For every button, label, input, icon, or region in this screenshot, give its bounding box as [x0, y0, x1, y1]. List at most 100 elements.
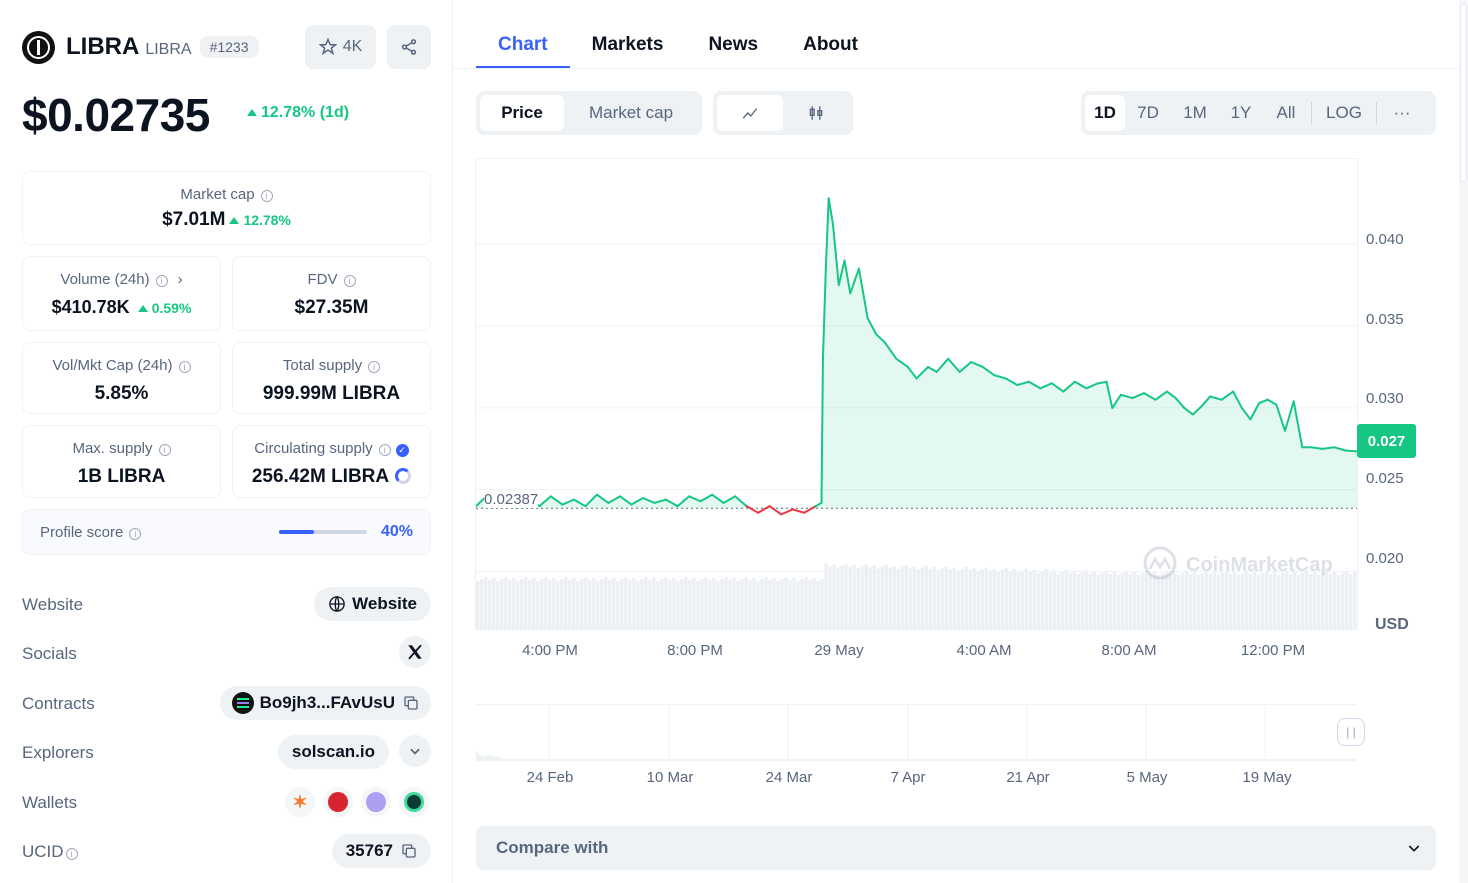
price-line-segment [814, 501, 823, 508]
range-all-button[interactable]: All [1276, 103, 1296, 122]
navigator-tick-label: 21 Apr [1006, 769, 1050, 786]
price-chart-area[interactable]: CoinMarketCap 0.02387 [475, 158, 1358, 630]
tab-markets[interactable]: Markets [591, 34, 664, 55]
rank-badge: #1233 [199, 36, 259, 58]
volume-bar [688, 580, 692, 629]
explorers-row: Explorers solscan.io [22, 735, 431, 769]
total-supply-label: Total supply [282, 357, 363, 374]
volume-bar [884, 564, 888, 629]
current-price-tag: 0.027 [1357, 424, 1416, 458]
more-options-button[interactable]: ··· [1393, 103, 1411, 122]
copy-icon[interactable] [401, 843, 417, 859]
volume-bar [1272, 572, 1277, 629]
explorers-dropdown-button[interactable] [399, 735, 431, 767]
circulating-supply-card: Circulating supply i ✓ 256.42M LIBRA [232, 425, 431, 498]
wallets-label: Wallets [22, 793, 78, 812]
info-icon[interactable]: i [65, 848, 78, 860]
market-cap-value: $7.01M [162, 209, 226, 230]
volume-bar [768, 580, 772, 629]
info-icon[interactable]: i [260, 190, 273, 202]
volume-bar [1336, 575, 1341, 629]
candle-chart-button[interactable] [783, 95, 849, 131]
price-toggle-button[interactable]: Price [480, 95, 564, 131]
price-line-segment [1073, 380, 1088, 390]
volume-bar [476, 581, 480, 629]
verified-icon: ✓ [395, 444, 409, 457]
volume-card[interactable]: Volume (24h) i › $410.78K 0.59% [22, 256, 221, 331]
page-scrollbar[interactable] [1459, 0, 1468, 883]
range-1m-button[interactable]: 1M [1183, 103, 1207, 122]
market-cap-toggle-button[interactable]: Market cap [588, 103, 674, 122]
range-divider [1311, 102, 1312, 124]
volume-bar [1256, 575, 1261, 629]
range-7d-button[interactable]: 7D [1137, 103, 1159, 122]
info-icon[interactable]: i [378, 444, 391, 456]
volume-bar [856, 567, 860, 629]
wallet-teal-icon[interactable] [399, 787, 429, 817]
profile-score[interactable]: Profile score i 40% [22, 509, 431, 555]
line-chart-button[interactable] [717, 95, 783, 131]
price-line-segment [1232, 390, 1243, 409]
website-button[interactable]: Website [314, 587, 431, 621]
contract-button[interactable]: Bo9jh3...FAvUsU [219, 686, 431, 720]
share-button[interactable] [387, 25, 431, 69]
volume-bar [976, 571, 980, 629]
volume-bar [636, 581, 640, 629]
navigator-chart [476, 705, 1356, 761]
navigator-handle[interactable]: | | [1337, 718, 1365, 746]
tab-about[interactable]: About [803, 34, 858, 55]
range-navigator[interactable] [476, 704, 1357, 761]
price-line-segment [1154, 390, 1168, 401]
volume-bar [1288, 574, 1293, 629]
volume-bar [860, 566, 864, 629]
volume-bar [1332, 572, 1337, 629]
x-logo-icon [408, 644, 422, 660]
solana-icon [231, 692, 254, 714]
volume-bar [952, 567, 956, 629]
watermark: CoinMarketCap [1143, 546, 1333, 580]
volume-bar [820, 579, 824, 629]
info-icon[interactable]: i [129, 528, 142, 540]
compare-with-dropdown[interactable]: Compare with [476, 826, 1436, 870]
volume-label: Volume (24h) [60, 271, 150, 288]
info-icon[interactable]: i [343, 275, 356, 287]
tab-chart[interactable]: Chart [476, 20, 570, 69]
price-line-segment [584, 493, 598, 508]
ucid-button[interactable]: 35767 [331, 834, 431, 868]
page-scrollbar-thumb[interactable] [1460, 4, 1467, 182]
copy-icon[interactable] [403, 695, 419, 711]
info-icon[interactable]: i [368, 361, 381, 373]
info-icon[interactable]: i [155, 275, 168, 287]
log-scale-button[interactable]: LOG [1326, 103, 1362, 122]
volume-bar [608, 580, 612, 629]
price-line-segment [947, 357, 961, 373]
watchlist-button[interactable]: 4K [305, 25, 376, 69]
x-social-button[interactable] [399, 636, 431, 668]
volume-bar [864, 564, 868, 629]
volume-bar [1112, 572, 1117, 629]
wallet-red-icon[interactable] [323, 787, 353, 817]
tab-news[interactable]: News [708, 34, 759, 55]
volume-bar [876, 568, 880, 629]
volume-bar [1208, 574, 1213, 629]
volume-bar [772, 578, 776, 629]
volume-bar [1080, 572, 1085, 629]
info-icon[interactable]: i [178, 361, 191, 373]
price-line-segment [561, 498, 575, 506]
max-supply-card: Max. supply i 1B LIBRA [22, 425, 221, 498]
ucid-label: UCID [22, 842, 64, 861]
vol-mkt-value: 5.85% [94, 383, 149, 404]
range-1y-button[interactable]: 1Y [1230, 103, 1252, 122]
socials-row: Socials [22, 636, 431, 670]
volume-bar [496, 581, 500, 629]
price-line-segment [665, 498, 679, 508]
volume-bar [632, 578, 636, 629]
volume-bar [968, 570, 972, 629]
info-icon[interactable]: i [158, 444, 171, 456]
explorer-button[interactable]: solscan.io [277, 735, 389, 769]
volume-bar [1076, 574, 1081, 629]
range-1d-button[interactable]: 1D [1085, 95, 1125, 131]
price-chart[interactable]: CoinMarketCap [476, 159, 1357, 629]
wallet-phantom-icon[interactable] [361, 787, 391, 817]
wallet-starburst-icon[interactable]: ✶ [285, 787, 315, 817]
